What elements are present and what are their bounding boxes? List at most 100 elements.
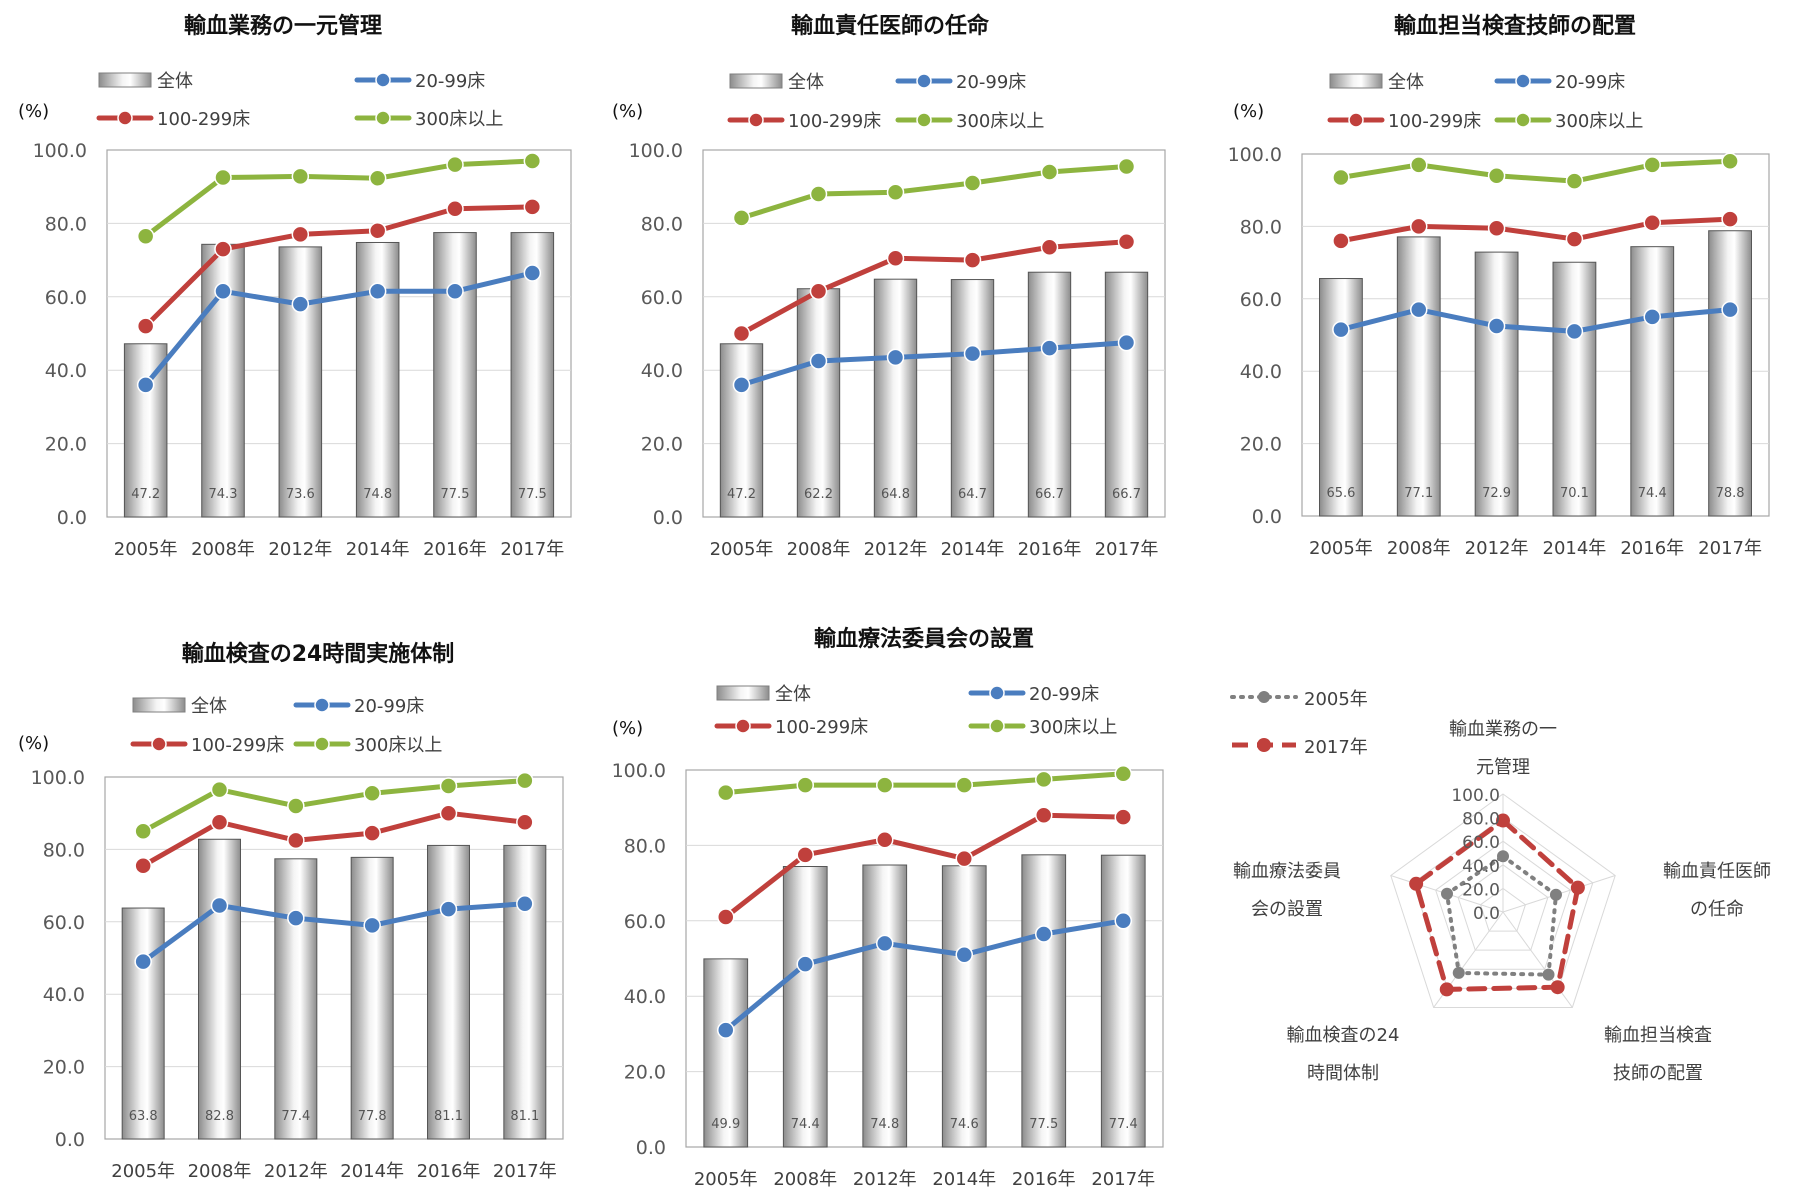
radar-series-2005-point — [1497, 850, 1509, 863]
legend-20-99-label: 20-99床 — [1555, 72, 1625, 93]
bar-data-label: 74.8 — [363, 487, 392, 502]
legend-20-99-label: 20-99床 — [354, 696, 424, 717]
bar-data-label: 82.8 — [205, 1109, 234, 1124]
series-line-medium — [724, 812, 1124, 919]
data-point-medium — [796, 846, 814, 864]
data-point-medium — [214, 240, 232, 258]
bar-data-label: 78.8 — [1716, 486, 1745, 501]
y-tick-label: 40.0 — [641, 360, 683, 382]
series-line-medium — [740, 239, 1127, 336]
radar-series-2017-point — [1496, 813, 1510, 828]
data-point-small — [1114, 912, 1132, 930]
series-line-large — [144, 158, 533, 239]
radar-ring — [1435, 840, 1571, 970]
radar-tick-label: 80.0 — [1462, 810, 1500, 830]
legend-all-swatch — [729, 73, 783, 89]
legend-20-99-label: 20-99床 — [956, 72, 1026, 93]
radar-ring — [1479, 887, 1527, 932]
chart-title: 輸血担当検査技師の配置 — [1394, 13, 1636, 39]
data-point-medium — [1487, 219, 1506, 237]
bar-data-label: 74.6 — [950, 1117, 979, 1132]
legend: 全体 20-99床 100-299床 300床以上 — [727, 72, 1044, 132]
data-point-large — [134, 822, 152, 841]
radar-axis-label: の任命 — [1690, 899, 1744, 920]
bar — [350, 856, 394, 1140]
bar-data-label: 74.8 — [870, 1117, 899, 1132]
bar — [433, 232, 477, 518]
data-point-small — [809, 352, 828, 370]
data-point-large — [1114, 765, 1132, 783]
legend-20-99-marker — [314, 697, 330, 713]
radar-series-2005-point — [1542, 968, 1555, 981]
y-tick-label: 60.0 — [45, 287, 87, 309]
legend-2005-marker — [1258, 691, 1270, 703]
data-point-large — [886, 183, 905, 201]
data-point-small — [134, 952, 152, 971]
data-point-small — [214, 282, 232, 301]
data-point-medium — [886, 249, 905, 268]
data-point-medium — [963, 251, 982, 269]
x-tick-label: 2014年 — [1543, 538, 1607, 559]
x-tick-label: 2012年 — [1465, 538, 1529, 559]
data-point-small — [1332, 320, 1350, 339]
y-tick-label: 100.0 — [31, 767, 85, 789]
x-tick-label: 2016年 — [1620, 538, 1684, 559]
legend-100-299-marker — [748, 112, 764, 128]
data-point-small — [876, 934, 894, 953]
data-point-medium — [439, 804, 458, 822]
data-point-small — [291, 295, 310, 313]
x-tick-label: 2017年 — [1698, 538, 1762, 559]
x-tick-label: 2005年 — [111, 1161, 175, 1182]
data-point-medium — [136, 317, 155, 335]
radar-series-2017-point — [1550, 980, 1565, 995]
data-point-large — [368, 169, 387, 188]
x-tick-label: 2012年 — [853, 1169, 917, 1189]
legend-all-swatch — [1329, 73, 1383, 89]
plot-area — [702, 149, 1166, 518]
data-point-medium — [1040, 238, 1059, 257]
bar — [1474, 251, 1519, 517]
y-tick-label: 20.0 — [45, 434, 87, 456]
y-unit-label: (%) — [18, 101, 49, 122]
y-tick-label: 40.0 — [624, 986, 666, 1008]
data-point-medium — [717, 908, 735, 926]
y-tick-label: 80.0 — [641, 213, 683, 235]
y-tick-label: 0.0 — [636, 1137, 666, 1159]
legend-20-99-marker — [989, 685, 1005, 701]
bar-data-label: 77.4 — [281, 1109, 310, 1124]
bar-data-label: 70.1 — [1560, 486, 1589, 501]
bar — [1100, 854, 1146, 1148]
y-tick-label: 60.0 — [1240, 289, 1282, 311]
data-point-small — [210, 896, 229, 915]
data-point-medium — [1565, 230, 1584, 248]
radar-series-2005-point — [1440, 887, 1453, 900]
x-tick-label: 2008年 — [1387, 538, 1451, 559]
y-tick-label: 40.0 — [43, 984, 85, 1006]
data-point-large — [717, 783, 735, 802]
radar-ring — [1390, 793, 1616, 1008]
legend-all-label: 全体 — [775, 684, 811, 705]
bar-data-label: 47.2 — [131, 487, 160, 502]
radar-axis-label: 輸血担当検査 — [1604, 1025, 1712, 1046]
data-point-large — [363, 784, 381, 803]
data-point-small — [1487, 317, 1506, 335]
series-line-small — [141, 901, 526, 964]
chart-title: 輸血責任医師の任命 — [791, 13, 990, 39]
radar-legend: 2005年 2017年 — [1230, 689, 1368, 758]
data-point-small — [368, 282, 387, 301]
y-tick-label: 20.0 — [641, 434, 683, 456]
data-point-medium — [134, 856, 152, 875]
y-tick-label: 0.0 — [1252, 506, 1282, 528]
legend-300-marker — [916, 112, 932, 128]
bar-data-label: 77.8 — [358, 1109, 387, 1124]
legend-all-label: 全体 — [157, 71, 193, 92]
radar-series-2017-point — [1570, 880, 1585, 895]
data-point-large — [1487, 166, 1506, 185]
legend-all-swatch — [716, 685, 770, 701]
series-line-small — [740, 340, 1127, 388]
series-line-large — [141, 778, 526, 834]
legend-100-299-marker — [735, 718, 751, 734]
radar-ring — [1457, 864, 1549, 951]
bar — [796, 288, 841, 518]
